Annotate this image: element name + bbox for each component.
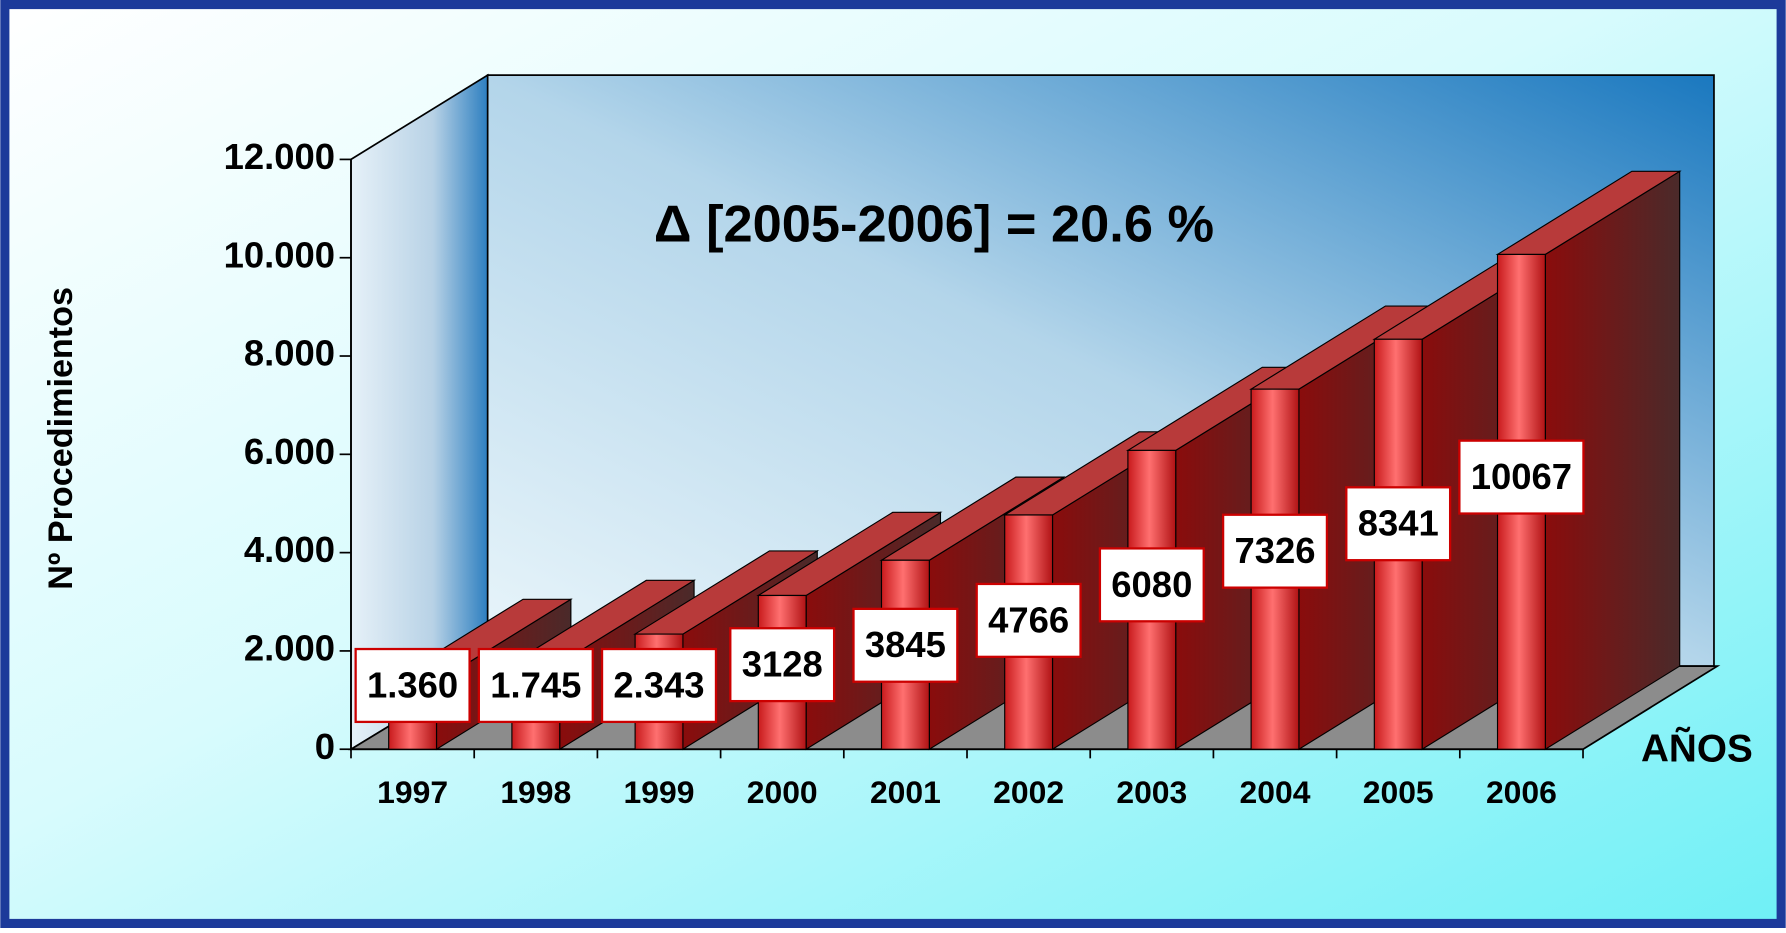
value-label-text: 10067 (1471, 456, 1572, 497)
y-tick-label: 12.000 (224, 136, 335, 177)
value-label-text: 1.745 (490, 664, 581, 705)
x-tick-label: 1998 (500, 774, 571, 810)
x-tick-label: 1999 (624, 774, 695, 810)
value-label-text: 4766 (988, 599, 1069, 640)
x-tick-label: 2006 (1486, 774, 1557, 810)
y-axis-label: Nº Procedimientos (42, 287, 80, 590)
x-tick-label: 2004 (1240, 774, 1311, 810)
value-label-box (477, 647, 594, 724)
y-tick-label: 8.000 (244, 333, 335, 374)
y-tick-label: 2.000 (244, 628, 335, 669)
y-tick-label: 0 (315, 726, 335, 767)
value-label-box (852, 607, 959, 683)
y-tick-label: 4.000 (244, 529, 335, 570)
x-tick-label: 2002 (993, 774, 1064, 810)
value-label-box (1458, 439, 1585, 515)
value-label-text: 8341 (1358, 503, 1439, 544)
x-tick-label: 1997 (377, 774, 448, 810)
value-label-text: 2.343 (613, 664, 704, 705)
value-label-box (729, 627, 836, 703)
value-label-box (1345, 486, 1452, 562)
value-label-box (354, 647, 471, 724)
value-label-text: 1.360 (367, 664, 458, 705)
annotation: Δ [2005-2006] = 20.6 % (654, 196, 1214, 254)
value-label-text: 3128 (742, 644, 823, 685)
value-label-box (600, 647, 718, 724)
y-tick-label: 10.000 (224, 234, 335, 275)
y-tick-label: 6.000 (244, 431, 335, 472)
value-label-box (1221, 513, 1329, 589)
value-label-box (1098, 547, 1205, 623)
value-label-box (975, 582, 1082, 658)
value-label-text: 7326 (1235, 530, 1316, 571)
x-tick-label: 2003 (1116, 774, 1187, 810)
x-axis-label: AÑOS (1641, 727, 1753, 771)
x-tick-label: 2005 (1363, 774, 1434, 810)
value-label-text: 3845 (865, 624, 946, 665)
x-tick-label: 2000 (747, 774, 818, 810)
x-tick-label: 2001 (870, 774, 941, 810)
value-label-text: 6080 (1111, 564, 1192, 605)
